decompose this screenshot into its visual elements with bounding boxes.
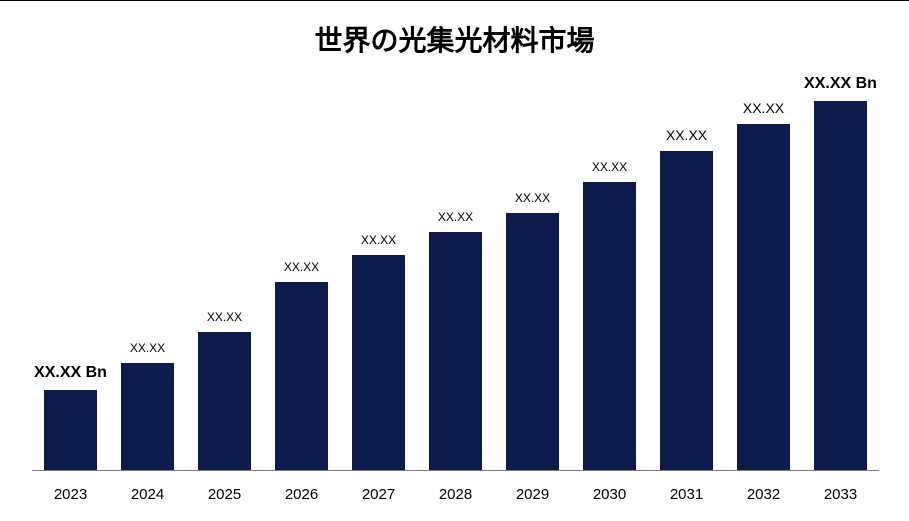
bar-slot: XX.XX bbox=[571, 101, 648, 471]
chart-title: 世界の光集光材料市場 bbox=[0, 19, 909, 59]
x-axis-tick-label: 2023 bbox=[32, 486, 109, 503]
bar-slot: XX.XX bbox=[186, 101, 263, 471]
bar-value-label: XX.XX bbox=[666, 127, 707, 143]
bar-slot: XX.XX bbox=[648, 101, 725, 471]
bar-value-label: XX.XX bbox=[284, 260, 319, 274]
bar bbox=[429, 232, 481, 471]
bar-slot: XX.XX bbox=[109, 101, 186, 471]
x-axis-labels: 2023202420252026202720282029203020312032… bbox=[32, 486, 879, 503]
bar-value-label: XX.XX bbox=[438, 210, 473, 224]
x-axis-tick-label: 2026 bbox=[263, 486, 340, 503]
bar bbox=[814, 101, 866, 471]
x-axis-tick-label: 2032 bbox=[725, 486, 802, 503]
x-axis-tick-label: 2024 bbox=[109, 486, 186, 503]
bar bbox=[121, 363, 173, 471]
bar-slot: XX.XX bbox=[494, 101, 571, 471]
bar bbox=[583, 182, 635, 471]
bar-slot: XX.XX bbox=[263, 101, 340, 471]
bar-value-label: XX.XX bbox=[130, 341, 165, 355]
bar-slot: XX.XX bbox=[417, 101, 494, 471]
x-axis-tick-label: 2031 bbox=[648, 486, 725, 503]
bar-value-label: XX.XX bbox=[207, 310, 242, 324]
x-axis-tick-label: 2028 bbox=[417, 486, 494, 503]
x-axis-tick-label: 2027 bbox=[340, 486, 417, 503]
bar bbox=[44, 390, 96, 471]
bar-slot: XX.XX bbox=[340, 101, 417, 471]
x-axis-tick-label: 2029 bbox=[494, 486, 571, 503]
bar-value-label: XX.XX Bn bbox=[804, 75, 877, 93]
bar-slot: XX.XX bbox=[725, 101, 802, 471]
bar-slot: XX.XX Bn bbox=[802, 101, 879, 471]
bar bbox=[352, 255, 404, 471]
bar-value-label: XX.XX bbox=[743, 100, 784, 116]
bar-value-label: XX.XX bbox=[361, 233, 396, 247]
chart-frame: 世界の光集光材料市場 XX.XX BnXX.XXXX.XXXX.XXXX.XXX… bbox=[0, 0, 909, 521]
bar bbox=[737, 124, 789, 471]
bar bbox=[506, 213, 558, 471]
bar-value-label: XX.XX bbox=[515, 191, 550, 205]
bar-group: XX.XX Bn XX.XX XX.XX XX.XX XX.XX XX.XX XX.XX XX… bbox=[32, 101, 879, 471]
bar bbox=[660, 151, 712, 471]
bar-value-label: XX.XX bbox=[592, 160, 627, 174]
x-axis-tick-label: 2030 bbox=[571, 486, 648, 503]
bar bbox=[198, 332, 250, 471]
plot-area: XX.XX Bn XX.XX XX.XX XX.XX XX.XX XX.XX XX.XX XX… bbox=[32, 101, 879, 471]
x-axis-line bbox=[32, 470, 879, 471]
x-axis-tick-label: 2025 bbox=[186, 486, 263, 503]
bar-value-label: XX.XX Bn bbox=[34, 364, 107, 382]
bar bbox=[275, 282, 327, 471]
bar-slot: XX.XX Bn bbox=[32, 101, 109, 471]
x-axis-tick-label: 2033 bbox=[802, 486, 879, 503]
